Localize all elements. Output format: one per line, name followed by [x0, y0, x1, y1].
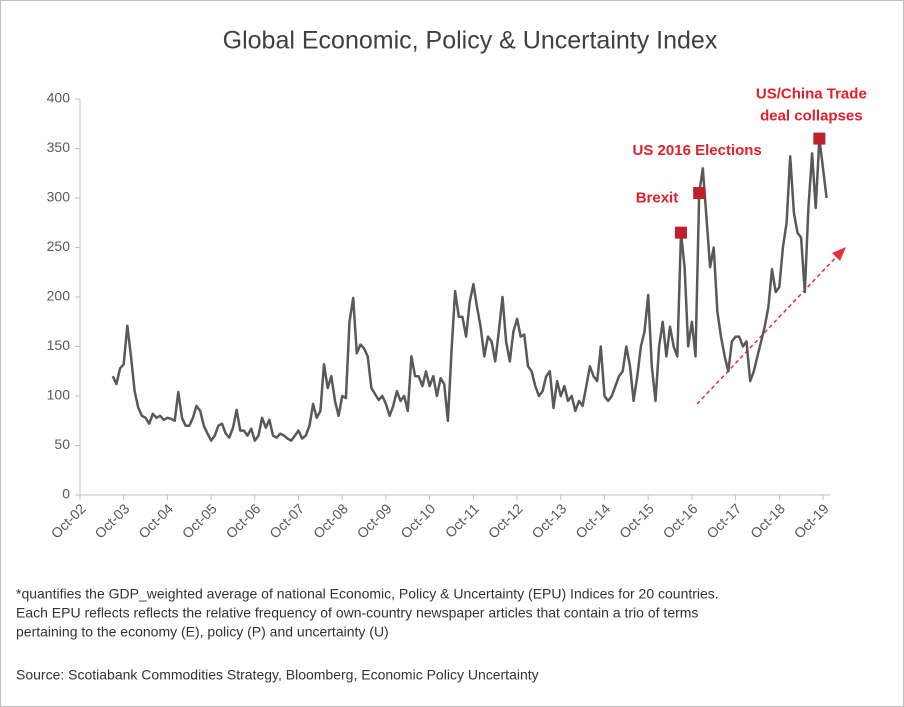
- note: pertaining to the economy (E), policy (P…: [16, 624, 389, 640]
- annotation: Brexit: [636, 190, 679, 207]
- note: *quantifies the GDP_weighted average of …: [16, 586, 719, 602]
- y-tick-label: 300: [47, 189, 71, 205]
- line: [111, 137, 828, 442]
- chart-title: Global Economic, Policy & Uncertainty In…: [223, 27, 718, 55]
- event-marker: [674, 226, 687, 239]
- y-tick-label: 50: [54, 436, 70, 452]
- y-tick-label: 400: [47, 90, 71, 106]
- y-tick-label: 200: [47, 288, 71, 304]
- annotation: US 2016 Elections: [633, 142, 762, 159]
- note: Each EPU reflects reflects the relative …: [16, 605, 698, 621]
- annotation: deal collapses: [760, 108, 863, 125]
- y-tick-label: 100: [47, 387, 71, 403]
- event-marker: [693, 187, 706, 200]
- trend-arrow: [696, 254, 839, 405]
- y-tick-label: 0: [62, 486, 70, 502]
- event-marker: [813, 132, 826, 145]
- y-tick-label: 250: [47, 238, 71, 254]
- source: Source: Scotiabank Commodities Strategy,…: [16, 667, 539, 683]
- arrow-head: [832, 247, 846, 261]
- y-tick-label: 350: [47, 139, 71, 155]
- y-tick-label: 150: [47, 337, 71, 353]
- annotation: US/China Trade: [756, 86, 867, 103]
